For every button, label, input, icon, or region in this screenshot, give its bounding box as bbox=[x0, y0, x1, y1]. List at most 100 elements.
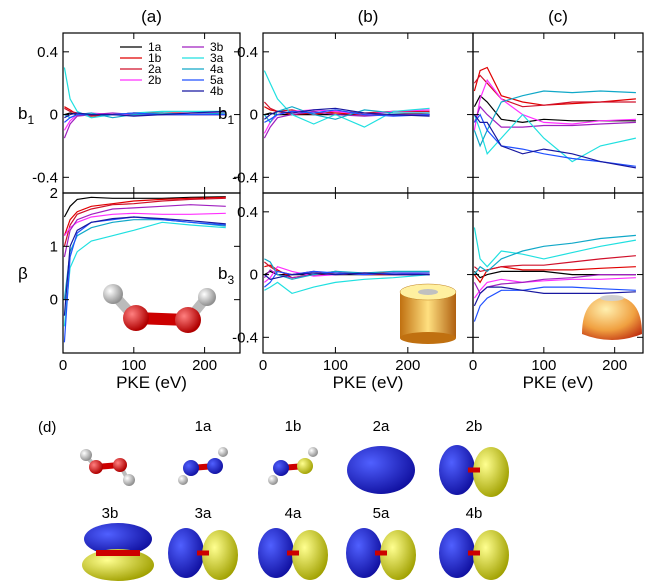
plot-area bbox=[63, 196, 226, 343]
orbital-label: 4b bbox=[466, 505, 483, 522]
lobe bbox=[168, 528, 204, 578]
lobe bbox=[183, 460, 199, 476]
series-line bbox=[264, 109, 430, 123]
lobe bbox=[380, 530, 416, 580]
series-line bbox=[264, 107, 430, 120]
orbital-image bbox=[268, 447, 318, 485]
lobe bbox=[202, 530, 238, 580]
orbital-image bbox=[178, 447, 228, 485]
series-line bbox=[263, 106, 430, 124]
lobe bbox=[439, 528, 475, 578]
lobe bbox=[297, 458, 313, 474]
lobe bbox=[207, 458, 223, 474]
cylinder-inset bbox=[399, 283, 457, 344]
series-line bbox=[473, 274, 636, 295]
x-tick-label: 200 bbox=[395, 357, 420, 374]
series-line bbox=[473, 113, 636, 167]
y-axis-label-main: b bbox=[218, 264, 227, 283]
atom bbox=[178, 475, 188, 485]
x-tick-label: 200 bbox=[192, 357, 217, 374]
panel-title: (c) bbox=[548, 7, 568, 26]
legend-label: 4a bbox=[210, 62, 224, 76]
molecule bbox=[80, 449, 135, 486]
orbital-label: 3b bbox=[102, 505, 119, 522]
y-axis-label: β bbox=[18, 264, 28, 283]
orbital-label: 1b bbox=[285, 418, 302, 435]
atom bbox=[308, 447, 318, 457]
plot-area bbox=[63, 67, 226, 139]
atom bbox=[268, 475, 278, 485]
legend-label: 2a bbox=[148, 62, 162, 76]
x-tick-label: 100 bbox=[121, 357, 146, 374]
series-line bbox=[473, 90, 636, 148]
y-axis-label: b1 bbox=[218, 104, 234, 127]
series-line bbox=[263, 70, 430, 128]
legend-label: 3b bbox=[210, 40, 224, 54]
lobe bbox=[273, 460, 289, 476]
series-line bbox=[473, 66, 636, 106]
y-tick-label: 1 bbox=[50, 238, 58, 255]
series-line bbox=[473, 105, 636, 128]
series-line bbox=[474, 255, 636, 273]
y-axis-label-sub: 1 bbox=[227, 113, 234, 127]
x-tick-label: 100 bbox=[323, 357, 348, 374]
legend-label: 1a bbox=[148, 40, 162, 54]
lobe bbox=[292, 530, 328, 580]
series-line bbox=[63, 197, 226, 247]
series-line bbox=[63, 219, 226, 300]
series-line bbox=[63, 216, 226, 343]
lobe bbox=[439, 445, 475, 495]
panel-title: (a) bbox=[141, 7, 162, 26]
dome-inset bbox=[582, 295, 642, 340]
series-line bbox=[63, 216, 226, 316]
orbital-label: 2a bbox=[373, 418, 390, 435]
x-tick-label: 0 bbox=[259, 357, 267, 374]
x-axis-label: PKE (eV) bbox=[523, 373, 594, 392]
series-line bbox=[264, 274, 430, 295]
series-line bbox=[473, 227, 637, 268]
series-line bbox=[264, 272, 430, 280]
lobe bbox=[258, 528, 294, 578]
orbital-image bbox=[439, 528, 509, 580]
series-line bbox=[473, 266, 636, 284]
orbital-image bbox=[258, 528, 328, 580]
x-tick-label: 200 bbox=[602, 357, 627, 374]
panel-title: (b) bbox=[358, 7, 379, 26]
legend-label: 5a bbox=[210, 73, 224, 87]
orbital-label: 4a bbox=[285, 505, 302, 522]
y-tick-label: 0 bbox=[250, 267, 258, 284]
lobe bbox=[473, 447, 509, 497]
y-tick-label: -0.4 bbox=[232, 329, 258, 346]
legend-label: 2b bbox=[148, 73, 162, 87]
molecule-inset bbox=[103, 284, 216, 333]
legend-label: 4b bbox=[210, 84, 224, 98]
y-tick-label: 0 bbox=[50, 107, 58, 124]
plot-area bbox=[263, 258, 430, 295]
y-tick-label: 0 bbox=[50, 292, 58, 309]
axes-frame bbox=[62, 192, 241, 354]
x-tick-label: 0 bbox=[469, 357, 477, 374]
orbital-label: 3a bbox=[195, 505, 212, 522]
legend-label: 3a bbox=[210, 51, 224, 65]
plot-area bbox=[473, 227, 637, 322]
series-line bbox=[473, 286, 636, 307]
x-tick-label: 0 bbox=[59, 357, 67, 374]
series-line bbox=[63, 196, 226, 218]
series-line bbox=[473, 270, 636, 279]
axes-frame bbox=[472, 32, 644, 194]
y-tick-label: 0.4 bbox=[237, 204, 258, 221]
orbital-image bbox=[347, 446, 415, 494]
x-tick-label: 100 bbox=[531, 357, 556, 374]
series-line bbox=[473, 94, 636, 124]
series-line bbox=[63, 67, 226, 119]
orbital-image bbox=[439, 445, 509, 497]
lobe bbox=[473, 530, 509, 580]
y-axis-label: b3 bbox=[218, 264, 234, 287]
orbital-label: 5a bbox=[373, 505, 390, 522]
y-tick-label: 2 bbox=[50, 185, 58, 202]
series-line bbox=[64, 110, 226, 119]
lobe bbox=[347, 446, 415, 494]
orbital-label: 2b bbox=[466, 418, 483, 435]
series-line bbox=[473, 113, 637, 163]
